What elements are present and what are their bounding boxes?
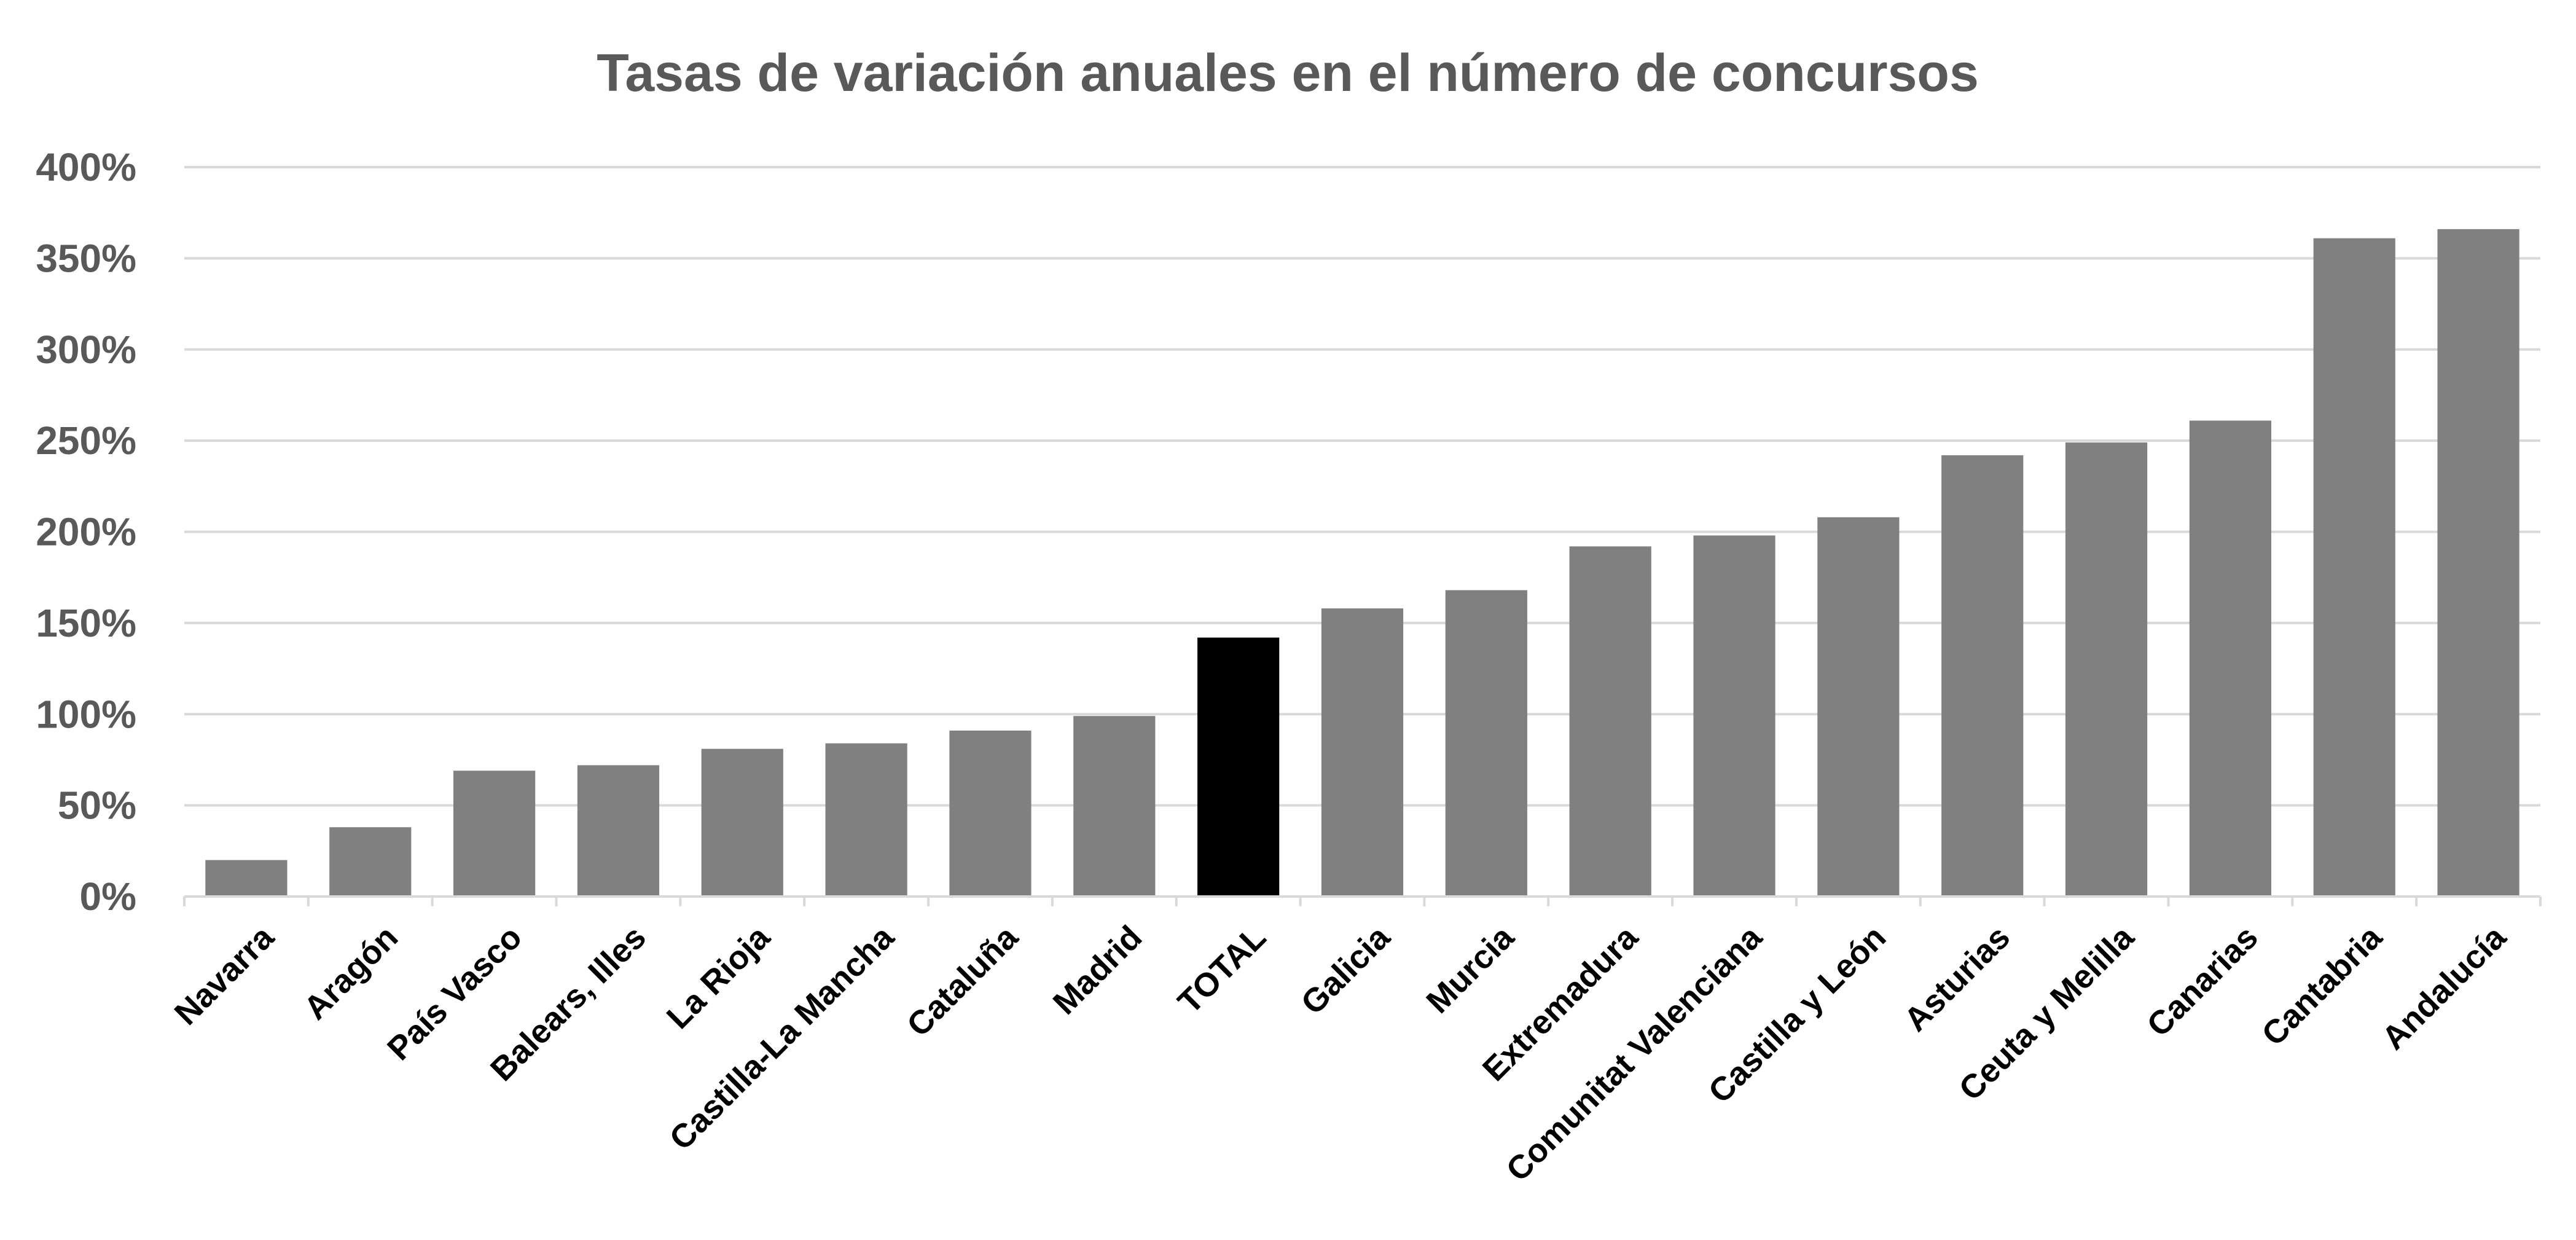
- bar: [2437, 229, 2519, 897]
- y-tick-label: 100%: [36, 692, 136, 736]
- x-tick-label: La Rioja: [660, 918, 778, 1036]
- x-tick-label: Madrid: [1046, 919, 1149, 1022]
- x-tick-label: Andalucía: [2375, 918, 2514, 1057]
- x-tick-label: Comunitat Valenciana: [1499, 918, 1769, 1188]
- y-tick-label: 400%: [36, 145, 136, 189]
- bar: [577, 765, 660, 897]
- bar: [1941, 455, 2024, 897]
- bar: [2313, 238, 2395, 897]
- chart-title: Tasas de variación anuales en el número …: [597, 44, 1979, 103]
- x-tick-label: Cataluña: [900, 918, 1025, 1043]
- bar: [701, 748, 783, 897]
- bar: [2189, 420, 2272, 897]
- bar: [1569, 546, 1651, 897]
- x-tick-label: Murcia: [1419, 918, 1521, 1020]
- x-tick-label: Castilla-La Mancha: [662, 918, 901, 1157]
- bar: [1073, 716, 1156, 897]
- y-tick-label: 50%: [58, 783, 136, 828]
- bar: [1817, 517, 1900, 897]
- x-tick-label: TOTAL: [1171, 919, 1273, 1021]
- bar: [1321, 608, 1404, 897]
- y-tick-label: 0%: [80, 874, 137, 919]
- y-tick-label: 350%: [36, 236, 136, 280]
- x-tick-label: Cantabria: [2255, 918, 2389, 1053]
- bar: [949, 730, 1032, 897]
- y-tick-label: 200%: [36, 510, 136, 554]
- bar: [329, 827, 412, 897]
- x-tick-label: Galicia: [1294, 918, 1397, 1021]
- bars: [205, 229, 2519, 897]
- y-tick-label: 150%: [36, 601, 136, 645]
- bar: [2065, 442, 2148, 897]
- bar: [825, 743, 907, 897]
- bar: [1693, 535, 1775, 897]
- x-tick-label: Asturias: [1897, 919, 2017, 1038]
- y-tick-label: 300%: [36, 328, 136, 372]
- x-tick-label: Aragón: [297, 919, 405, 1027]
- bar: [1445, 590, 1527, 897]
- y-tick-label: 250%: [36, 418, 136, 463]
- bar: [205, 860, 288, 897]
- bar: [453, 771, 536, 897]
- y-axis: 0% 50% 100% 150% 200% 250% 300% 350% 400%: [36, 145, 136, 919]
- x-tick-label: Canarias: [2140, 919, 2265, 1044]
- bar-total: [1197, 637, 1280, 897]
- x-tick-label: Navarra: [168, 918, 281, 1032]
